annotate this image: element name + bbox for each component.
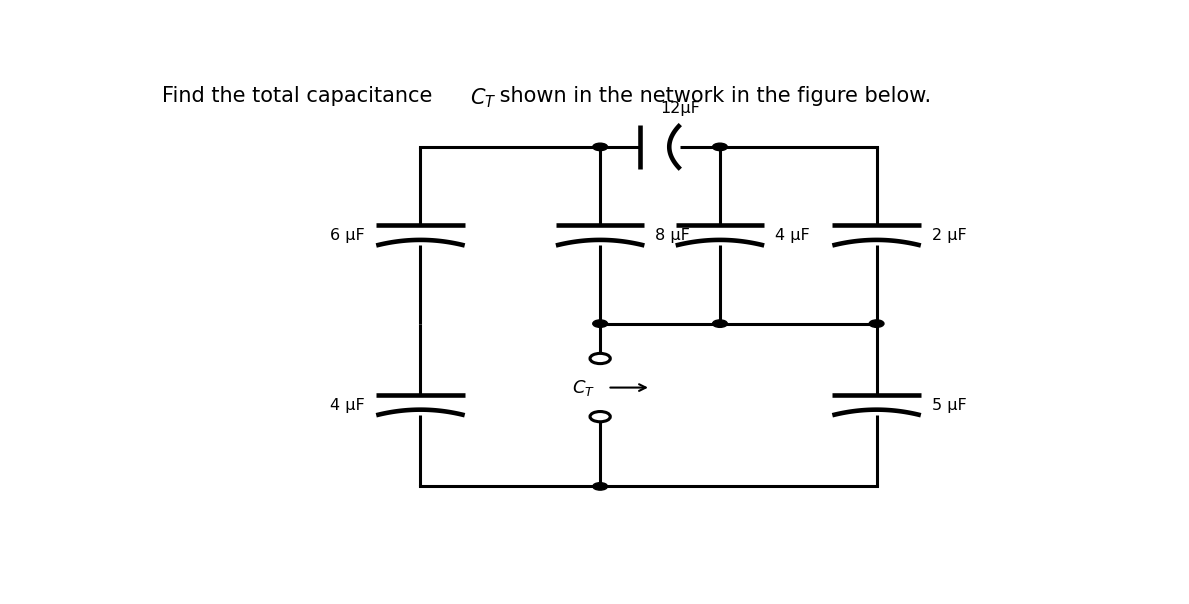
Text: 4 μF: 4 μF: [331, 397, 365, 413]
Circle shape: [593, 143, 608, 150]
Text: shown in the network in the figure below.: shown in the network in the figure below…: [493, 86, 931, 106]
Text: 8 μF: 8 μF: [655, 228, 691, 243]
Text: 12μF: 12μF: [660, 101, 700, 116]
Circle shape: [593, 483, 608, 490]
Circle shape: [590, 411, 610, 422]
Text: 4 μF: 4 μF: [775, 228, 810, 243]
Text: $\it{C}$$_{\it{T}}$: $\it{C}$$_{\it{T}}$: [470, 86, 497, 110]
Text: Find the total capacitance: Find the total capacitance: [163, 86, 440, 106]
Text: $C_T$: $C_T$: [572, 378, 596, 397]
Circle shape: [712, 320, 728, 327]
Circle shape: [869, 320, 883, 327]
Text: 5 μF: 5 μF: [932, 397, 967, 413]
Text: 2 μF: 2 μF: [932, 228, 967, 243]
Circle shape: [590, 353, 610, 364]
Text: 6 μF: 6 μF: [331, 228, 365, 243]
Circle shape: [712, 143, 728, 150]
Circle shape: [593, 320, 608, 327]
